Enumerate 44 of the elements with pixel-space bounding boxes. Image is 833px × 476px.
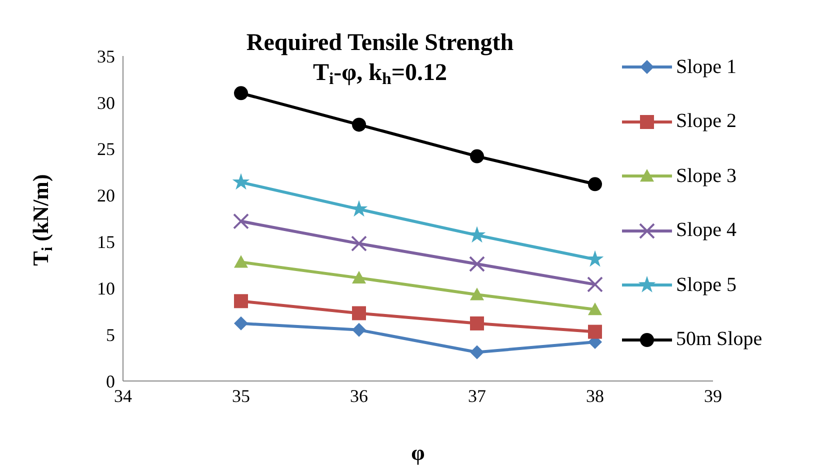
x-tick-label: 39	[704, 386, 722, 406]
point	[234, 255, 248, 268]
point	[350, 200, 368, 217]
point	[234, 294, 248, 308]
point	[588, 324, 602, 339]
y-tick-label: 35	[97, 46, 115, 66]
point	[234, 86, 248, 100]
x-tick-label: 34	[114, 386, 132, 406]
point	[232, 173, 250, 190]
point	[233, 213, 249, 230]
x-axis-title: φ	[411, 440, 425, 465]
point	[470, 149, 484, 164]
point	[352, 306, 366, 320]
point	[468, 226, 486, 243]
y-tick-label: 15	[97, 232, 115, 252]
x-tick-label: 37	[468, 386, 486, 406]
point	[469, 256, 485, 272]
y-tick-label: 10	[97, 278, 115, 299]
chart-title: Required Tensile Strength T$_{i}$-φ, k$_{h}$=0.12	[246, 30, 514, 88]
point	[352, 270, 366, 284]
y-tick-label: 20	[97, 186, 115, 206]
x-tick-label: 38	[586, 386, 604, 406]
y-tick-label: 30	[97, 92, 115, 113]
legend-label: Slope 2	[676, 110, 737, 134]
point	[470, 316, 484, 330]
point	[234, 316, 248, 330]
legend-label: Slope 4	[676, 219, 737, 242]
point	[587, 276, 603, 292]
x-tick-label: 36	[350, 386, 368, 406]
point	[470, 288, 484, 300]
point	[352, 118, 366, 132]
legend-label: 50m Slope	[676, 328, 762, 352]
legend-label: Slope 5	[676, 274, 737, 297]
point	[352, 322, 366, 337]
x-tick-label: 35	[232, 386, 250, 406]
legend-label: Slope 1	[676, 56, 737, 79]
point	[588, 177, 602, 192]
point	[588, 302, 602, 316]
y-tick-label: 0	[106, 371, 115, 392]
point	[470, 345, 484, 360]
y-tick-label: 5	[106, 324, 115, 345]
legend-label: Slope 3	[676, 164, 737, 188]
y-tick-label: 25	[97, 139, 115, 160]
point	[351, 236, 367, 252]
